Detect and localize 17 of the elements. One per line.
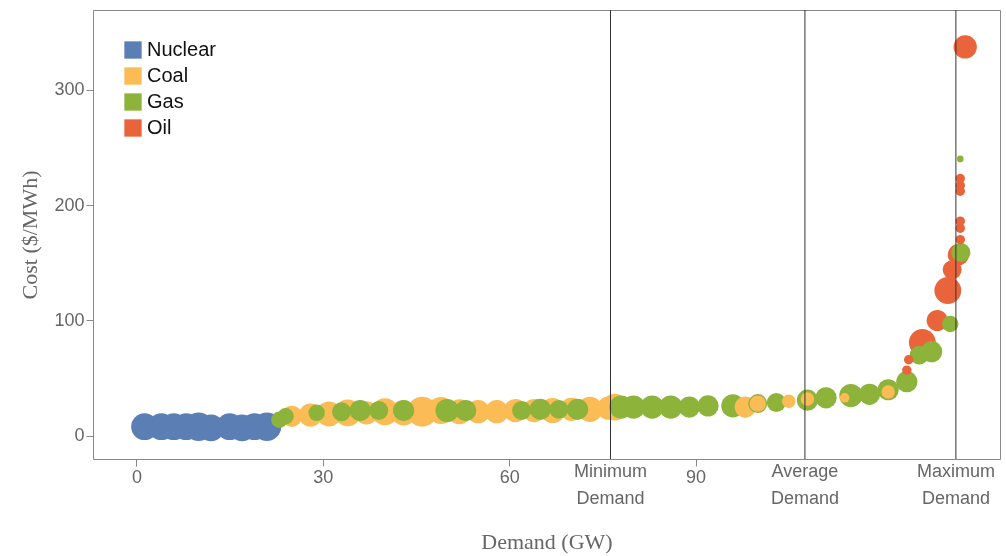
ref-line-label: Maximum Demand [916,461,995,508]
y-axis-title: Cost ($/MWh) [17,170,43,300]
ref-line-label: Minimum Demand [573,461,647,508]
legend-label: Gas [147,90,184,112]
legend-label: Oil [147,116,172,138]
x-tick-label: 90 [686,466,707,487]
x-tick-label: 60 [499,466,520,487]
x-tick-label: 0 [131,466,142,487]
ref-line-label: Average Demand [770,461,839,508]
legend-label: Nuclear [147,38,217,60]
y-tick-label: 100 [54,309,85,330]
y-tick-label: 300 [54,79,85,100]
legend-label: Coal [147,64,189,86]
y-tick-label: 200 [54,194,85,215]
y-tick-label: 0 [74,425,85,446]
x-axis-title: Demand (GW) [481,528,613,554]
x-tick-label: 30 [313,466,334,487]
